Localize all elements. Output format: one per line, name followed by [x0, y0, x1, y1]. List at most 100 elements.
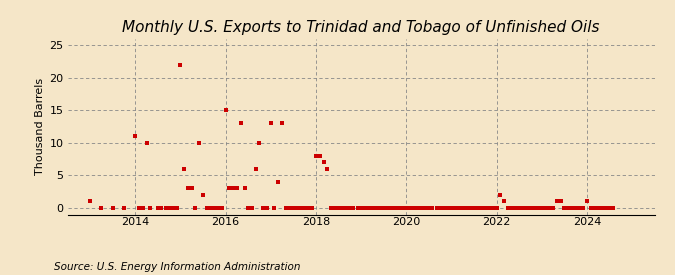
Point — [540, 206, 551, 210]
Point — [277, 121, 288, 125]
Point — [164, 206, 175, 210]
Point — [431, 206, 442, 210]
Point — [412, 206, 423, 210]
Point — [483, 206, 494, 210]
Point — [186, 186, 197, 191]
Point — [547, 206, 558, 210]
Point — [254, 141, 265, 145]
Point — [382, 206, 393, 210]
Point — [296, 206, 306, 210]
Point — [593, 206, 603, 210]
Point — [292, 206, 302, 210]
Point — [510, 206, 521, 210]
Point — [160, 206, 171, 210]
Point — [303, 206, 314, 210]
Point — [179, 167, 190, 171]
Point — [348, 206, 359, 210]
Point — [389, 206, 400, 210]
Point — [601, 206, 612, 210]
Point — [529, 206, 539, 210]
Point — [394, 206, 404, 210]
Point — [310, 154, 321, 158]
Point — [427, 206, 438, 210]
Point — [363, 206, 374, 210]
Point — [401, 206, 412, 210]
Point — [477, 206, 487, 210]
Point — [438, 206, 449, 210]
Point — [333, 206, 344, 210]
Point — [423, 206, 434, 210]
Point — [337, 206, 348, 210]
Point — [585, 206, 596, 210]
Point — [141, 141, 152, 145]
Point — [416, 206, 427, 210]
Title: Monthly U.S. Exports to Trinidad and Tobago of Unfinished Oils: Monthly U.S. Exports to Trinidad and Tob… — [122, 20, 600, 35]
Point — [269, 206, 280, 210]
Point — [499, 199, 510, 204]
Point — [232, 186, 242, 191]
Point — [359, 206, 370, 210]
Point — [228, 186, 239, 191]
Point — [265, 121, 276, 125]
Point — [454, 206, 464, 210]
Point — [213, 206, 223, 210]
Point — [341, 206, 352, 210]
Point — [119, 206, 130, 210]
Point — [235, 121, 246, 125]
Point — [344, 206, 355, 210]
Point — [156, 206, 167, 210]
Point — [461, 206, 472, 210]
Point — [138, 206, 148, 210]
Text: Source: U.S. Energy Information Administration: Source: U.S. Energy Information Administ… — [54, 262, 300, 272]
Point — [194, 141, 205, 145]
Point — [408, 206, 419, 210]
Point — [314, 154, 325, 158]
Point — [578, 206, 589, 210]
Point — [280, 206, 291, 210]
Point — [574, 206, 585, 210]
Point — [491, 206, 502, 210]
Point — [537, 206, 547, 210]
Point — [201, 206, 212, 210]
Point — [480, 206, 491, 210]
Point — [386, 206, 397, 210]
Point — [435, 206, 446, 210]
Point — [551, 199, 562, 204]
Point — [183, 186, 194, 191]
Point — [284, 206, 295, 210]
Point — [514, 206, 524, 210]
Point — [472, 206, 483, 210]
Point — [167, 206, 178, 210]
Point — [239, 186, 250, 191]
Point — [378, 206, 389, 210]
Point — [288, 206, 299, 210]
Point — [522, 206, 533, 210]
Point — [107, 206, 118, 210]
Point — [506, 206, 517, 210]
Point — [175, 62, 186, 67]
Point — [205, 206, 216, 210]
Point — [130, 134, 140, 139]
Point — [608, 206, 618, 210]
Point — [570, 206, 581, 210]
Point — [171, 206, 182, 210]
Point — [442, 206, 453, 210]
Point — [446, 206, 457, 210]
Point — [458, 206, 468, 210]
Point — [559, 206, 570, 210]
Point — [258, 206, 269, 210]
Point — [597, 206, 608, 210]
Point — [468, 206, 479, 210]
Point — [356, 206, 367, 210]
Point — [243, 206, 254, 210]
Point — [220, 108, 231, 112]
Point — [209, 206, 220, 210]
Point — [273, 180, 284, 184]
Point — [367, 206, 378, 210]
Point — [198, 193, 209, 197]
Point — [544, 206, 555, 210]
Point — [371, 206, 381, 210]
Point — [604, 206, 615, 210]
Point — [246, 206, 257, 210]
Point — [144, 206, 155, 210]
